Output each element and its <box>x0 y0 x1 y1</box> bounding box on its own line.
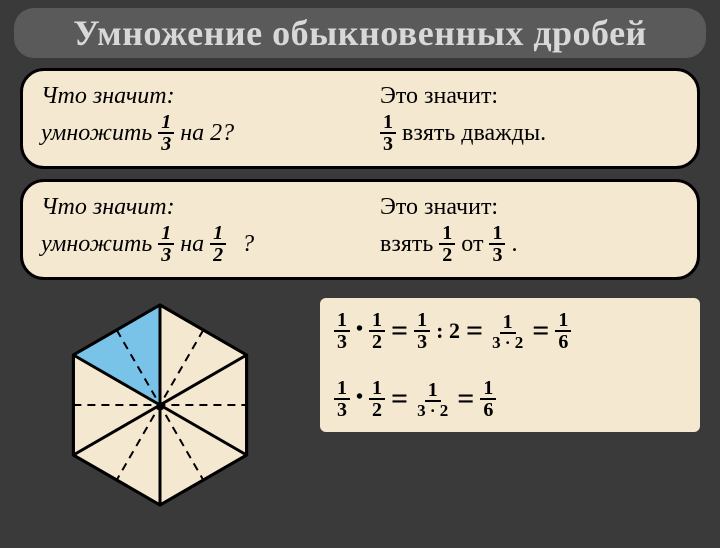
a1-heading: Это значит: <box>380 83 679 110</box>
panel-q1: Что значит: умножить 1 3 на 2? Это значи… <box>20 68 700 169</box>
q2-qmark: ? <box>242 231 254 258</box>
panel2-left: Что значит: умножить 1 3 на 1 2 ? <box>41 194 340 265</box>
q2-row: умножить 1 3 на 1 2 ? <box>41 223 340 265</box>
equals: = <box>391 314 408 348</box>
equation-2: 13 • 12 = 13 · 2 = 16 <box>334 378 686 420</box>
a2-frac1: 1 2 <box>439 223 455 265</box>
a2-frac2: 1 3 <box>489 223 505 265</box>
mult-dot: • <box>356 318 363 341</box>
q2-heading: Что значит: <box>41 194 340 221</box>
a2-period: . <box>511 231 517 258</box>
eq1-div2: : 2 <box>436 318 460 344</box>
a2-word1: взять <box>380 231 433 258</box>
a1-tail: взять дважды. <box>402 120 546 147</box>
a1-row: 1 3 взять дважды. <box>380 112 679 154</box>
panel1-left: Что значит: умножить 1 3 на 2? <box>41 83 340 154</box>
equations-panel: 13 • 12 = 13 : 2 = 13 · 2 = 16 13 • 12 =… <box>320 298 700 432</box>
title-bar: Умножение обыкновенных дробей <box>14 8 706 58</box>
page-title: Умножение обыкновенных дробей <box>34 12 686 54</box>
equals: = <box>532 314 549 348</box>
eq2-f3: 13 · 2 <box>414 380 451 419</box>
q1-word2: на 2? <box>180 120 234 147</box>
equals: = <box>466 314 483 348</box>
mult-dot: • <box>356 386 363 409</box>
eq1-f3: 13 <box>414 310 430 352</box>
a2-row: взять 1 2 от 1 3 . <box>380 223 679 265</box>
q2-frac2: 1 2 <box>210 223 226 265</box>
q1-heading: Что значит: <box>41 83 340 110</box>
equals: = <box>391 382 408 416</box>
panel1-right: Это значит: 1 3 взять дважды. <box>380 83 679 154</box>
q1-row: умножить 1 3 на 2? <box>41 112 340 154</box>
q2-frac1: 1 3 <box>158 223 174 265</box>
panel-q2: Что значит: умножить 1 3 на 1 2 ? Это зн… <box>20 179 700 280</box>
eq2-f2: 12 <box>369 378 385 420</box>
eq1-f2: 12 <box>369 310 385 352</box>
a2-word2: от <box>461 231 483 258</box>
equation-1: 13 • 12 = 13 : 2 = 13 · 2 = 16 <box>334 310 686 352</box>
eq1-f1: 13 <box>334 310 350 352</box>
eq2-f1: 13 <box>334 378 350 420</box>
eq1-f5: 16 <box>555 310 571 352</box>
q2-word2: на <box>180 231 204 258</box>
eq2-f4: 16 <box>480 378 496 420</box>
a1-frac: 1 3 <box>380 112 396 154</box>
q1-word1: умножить <box>41 120 152 147</box>
bottom-area: 13 • 12 = 13 : 2 = 13 · 2 = 16 13 • 12 =… <box>20 290 700 520</box>
hexagon-diagram <box>20 290 300 520</box>
equals: = <box>457 382 474 416</box>
a2-heading: Это значит: <box>380 194 679 221</box>
eq1-f4: 13 · 2 <box>489 312 526 351</box>
q2-word1: умножить <box>41 231 152 258</box>
panel2-right: Это значит: взять 1 2 от 1 3 . <box>380 194 679 265</box>
q1-frac: 1 3 <box>158 112 174 154</box>
